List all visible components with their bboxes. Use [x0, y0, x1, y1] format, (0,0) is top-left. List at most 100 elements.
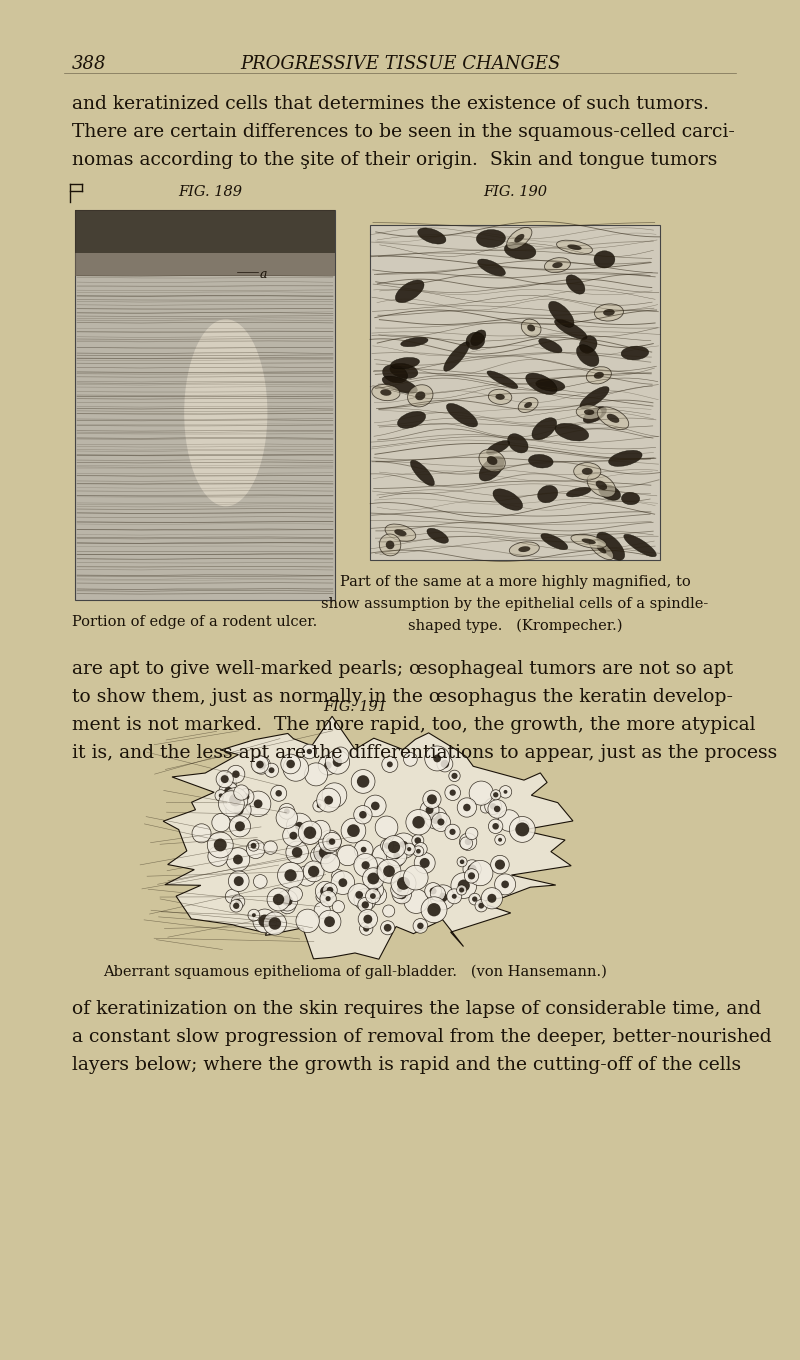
Circle shape	[279, 804, 294, 819]
Circle shape	[472, 896, 478, 902]
Ellipse shape	[538, 486, 558, 503]
Circle shape	[258, 914, 271, 928]
Circle shape	[332, 747, 349, 763]
Ellipse shape	[410, 460, 434, 486]
Circle shape	[459, 834, 477, 850]
Circle shape	[459, 888, 464, 892]
Circle shape	[515, 823, 530, 836]
Circle shape	[460, 836, 473, 850]
Circle shape	[463, 860, 482, 879]
Circle shape	[318, 910, 341, 933]
Circle shape	[373, 845, 394, 865]
Circle shape	[326, 887, 334, 894]
Circle shape	[218, 793, 223, 798]
Circle shape	[403, 752, 418, 766]
Circle shape	[257, 760, 266, 770]
Circle shape	[383, 865, 395, 877]
Circle shape	[250, 843, 257, 849]
Circle shape	[469, 781, 494, 805]
Ellipse shape	[493, 488, 522, 510]
Circle shape	[365, 796, 386, 817]
Circle shape	[358, 910, 378, 929]
Ellipse shape	[577, 344, 599, 367]
Circle shape	[495, 860, 505, 869]
Circle shape	[227, 766, 245, 783]
Text: shaped type.   (Krompecher.): shaped type. (Krompecher.)	[408, 619, 622, 632]
Circle shape	[192, 824, 211, 843]
Ellipse shape	[536, 379, 565, 392]
Circle shape	[253, 756, 270, 774]
Circle shape	[354, 840, 373, 860]
Circle shape	[212, 813, 230, 832]
Circle shape	[366, 888, 380, 903]
Circle shape	[458, 798, 477, 817]
Circle shape	[421, 896, 447, 922]
Circle shape	[445, 785, 461, 801]
Ellipse shape	[407, 385, 433, 407]
Circle shape	[357, 775, 370, 787]
Circle shape	[364, 899, 370, 904]
Circle shape	[333, 758, 342, 767]
Ellipse shape	[184, 320, 267, 506]
Circle shape	[354, 888, 375, 910]
Ellipse shape	[566, 487, 591, 496]
Circle shape	[438, 819, 445, 826]
Circle shape	[324, 917, 335, 928]
Circle shape	[283, 756, 309, 781]
Circle shape	[233, 854, 243, 865]
Ellipse shape	[603, 309, 614, 316]
Circle shape	[242, 793, 250, 800]
Circle shape	[404, 889, 428, 914]
Circle shape	[254, 800, 262, 808]
Circle shape	[412, 835, 424, 846]
Ellipse shape	[598, 484, 621, 500]
Circle shape	[310, 846, 328, 864]
Circle shape	[371, 801, 380, 811]
Circle shape	[457, 885, 466, 895]
Circle shape	[314, 842, 336, 864]
Ellipse shape	[372, 385, 400, 401]
Circle shape	[377, 860, 401, 883]
Ellipse shape	[394, 529, 406, 536]
Ellipse shape	[567, 245, 582, 250]
Circle shape	[332, 869, 344, 883]
Circle shape	[347, 824, 360, 836]
Circle shape	[351, 770, 375, 793]
Circle shape	[488, 800, 506, 819]
Ellipse shape	[529, 454, 553, 468]
Circle shape	[355, 891, 363, 899]
Circle shape	[284, 808, 290, 815]
Circle shape	[208, 846, 228, 866]
Ellipse shape	[427, 528, 449, 543]
Ellipse shape	[487, 456, 498, 465]
Circle shape	[403, 865, 428, 889]
Circle shape	[359, 811, 366, 819]
Circle shape	[452, 894, 457, 899]
Circle shape	[466, 827, 478, 839]
Ellipse shape	[583, 407, 606, 423]
Ellipse shape	[390, 358, 419, 369]
Circle shape	[374, 891, 382, 899]
Circle shape	[367, 881, 384, 898]
Circle shape	[381, 921, 394, 934]
Circle shape	[282, 826, 304, 846]
Circle shape	[248, 840, 259, 851]
Ellipse shape	[545, 257, 570, 272]
Bar	[75, 253, 335, 276]
Circle shape	[235, 899, 241, 904]
Circle shape	[414, 838, 421, 843]
Ellipse shape	[476, 230, 506, 248]
Circle shape	[316, 892, 326, 902]
Circle shape	[224, 787, 234, 797]
Circle shape	[238, 789, 254, 805]
Circle shape	[308, 866, 319, 877]
Circle shape	[311, 820, 330, 839]
Ellipse shape	[446, 404, 478, 427]
Circle shape	[233, 903, 239, 908]
Circle shape	[463, 804, 470, 811]
Circle shape	[498, 809, 520, 831]
Circle shape	[322, 783, 346, 808]
Circle shape	[214, 839, 226, 851]
Circle shape	[490, 790, 501, 800]
Circle shape	[264, 840, 278, 854]
